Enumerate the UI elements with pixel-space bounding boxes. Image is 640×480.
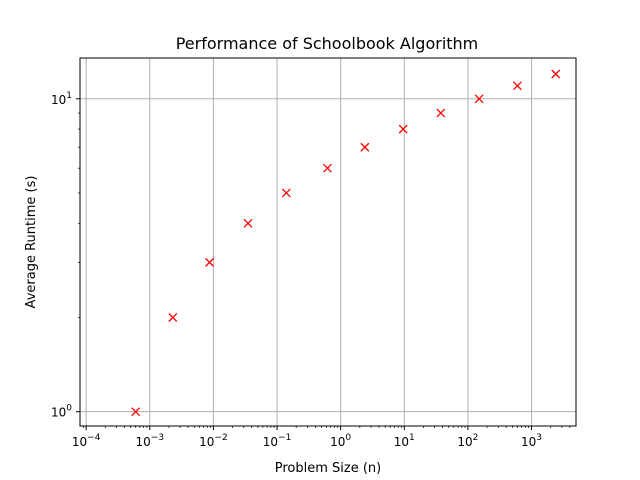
x-tick-label: 100 bbox=[330, 433, 351, 449]
y-tick-label: 101 bbox=[51, 91, 72, 107]
x-axis-ticks: 10−4 10−3 10−2 10−1 100 101 102 103 bbox=[72, 426, 542, 449]
data-points bbox=[131, 69, 561, 417]
data-point bbox=[360, 142, 370, 152]
data-point bbox=[168, 313, 178, 322]
data-point bbox=[436, 108, 446, 118]
x-tick-label: 10−2 bbox=[199, 433, 228, 449]
x-tick-label: 10−4 bbox=[72, 433, 101, 449]
plot-frame bbox=[79, 57, 577, 427]
data-point bbox=[281, 188, 291, 198]
x-tick-label: 10−3 bbox=[136, 433, 165, 449]
y-axis-ticks: 100 101 bbox=[51, 91, 80, 420]
data-point bbox=[474, 94, 484, 104]
grid-lines bbox=[80, 58, 576, 426]
data-point bbox=[131, 407, 141, 417]
chart-title: Performance of Schoolbook Algorithm bbox=[176, 34, 479, 53]
y-axis-label: Average Runtime (s) bbox=[24, 176, 39, 309]
x-tick-label: 103 bbox=[521, 433, 542, 449]
x-tick-label: 102 bbox=[457, 433, 478, 449]
data-point bbox=[205, 257, 215, 267]
x-tick-label: 101 bbox=[394, 433, 415, 449]
data-point bbox=[551, 69, 561, 79]
minor-ticks bbox=[78, 112, 571, 428]
y-tick-label: 100 bbox=[51, 404, 72, 420]
data-point bbox=[512, 81, 522, 91]
x-axis-label: Problem Size (n) bbox=[275, 461, 381, 476]
data-point bbox=[322, 163, 332, 173]
data-point bbox=[398, 124, 408, 134]
data-point bbox=[243, 218, 253, 228]
x-tick-label: 10−1 bbox=[263, 433, 292, 449]
